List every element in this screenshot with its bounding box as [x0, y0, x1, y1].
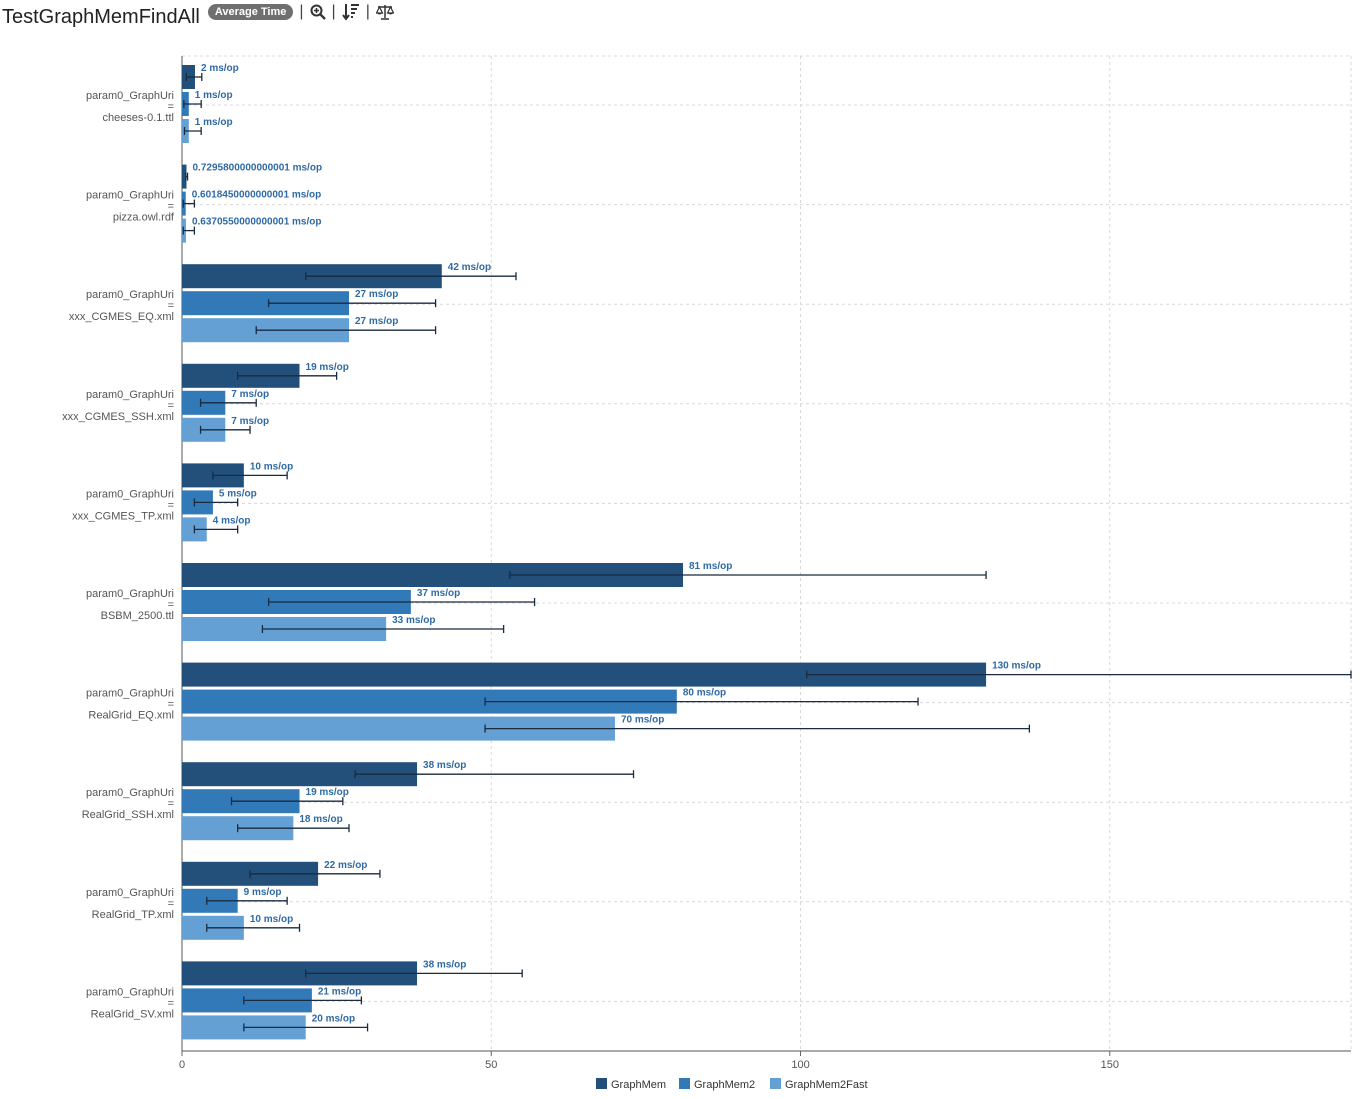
- data-label: 27 ms/op: [355, 316, 398, 327]
- data-label: 130 ms/op: [992, 661, 1041, 672]
- data-label: 21 ms/op: [318, 986, 361, 997]
- legend-swatch-graphmem[interactable]: [596, 1078, 607, 1089]
- data-label: 10 ms/op: [250, 461, 293, 472]
- toolbar-divider: |: [331, 3, 336, 20]
- data-label: 1 ms/op: [195, 117, 233, 128]
- data-label: 20 ms/op: [312, 1013, 355, 1024]
- legend-label-graphmem2fast: GraphMem2Fast: [785, 1079, 868, 1091]
- data-label: 22 ms/op: [324, 860, 367, 871]
- category-eq-label: =: [168, 798, 174, 810]
- zoom-in-icon[interactable]: [310, 4, 326, 20]
- category-eq-label: =: [168, 499, 174, 511]
- page-title: TestGraphMemFindAll: [2, 5, 200, 28]
- category-param-label: param0_GraphUri: [86, 688, 174, 700]
- category-param-label: param0_GraphUri: [86, 588, 174, 600]
- legend-label-graphmem2: GraphMem2: [694, 1079, 755, 1091]
- category-param-label: param0_GraphUri: [86, 90, 174, 102]
- category-value-label: RealGrid_EQ.xml: [88, 710, 174, 722]
- category-eq-label: =: [168, 997, 174, 1009]
- x-tick-label: 50: [485, 1059, 497, 1071]
- x-tick-label: 150: [1101, 1059, 1119, 1071]
- category-param-label: param0_GraphUri: [86, 986, 174, 998]
- category-value-label: RealGrid_SV.xml: [91, 1008, 174, 1020]
- toolbar-divider: |: [365, 3, 370, 20]
- toolbar-divider: |: [299, 3, 304, 20]
- data-label: 37 ms/op: [417, 588, 460, 599]
- bar-graphmem[interactable]: [182, 164, 187, 189]
- legend-swatch-graphmem2fast[interactable]: [770, 1078, 781, 1089]
- sort-descending-icon[interactable]: [341, 3, 360, 21]
- category-value-label: xxx_CGMES_TP.xml: [72, 510, 174, 522]
- category-value-label: cheeses-0.1.ttl: [102, 112, 174, 124]
- x-tick-label: 0: [179, 1059, 185, 1071]
- category-param-label: param0_GraphUri: [86, 289, 174, 301]
- data-label: 5 ms/op: [219, 488, 257, 499]
- data-label: 0.6370550000000001 ms/op: [192, 217, 322, 228]
- data-label: 10 ms/op: [250, 914, 293, 925]
- category-value-label: xxx_CGMES_EQ.xml: [69, 311, 174, 323]
- data-label: 0.7295800000000001 ms/op: [193, 163, 323, 174]
- x-tick-label: 100: [791, 1059, 809, 1071]
- data-label: 19 ms/op: [306, 787, 349, 798]
- category-param-label: param0_GraphUri: [86, 787, 174, 799]
- data-label: 7 ms/op: [231, 389, 269, 400]
- data-label: 4 ms/op: [213, 515, 251, 526]
- data-label: 27 ms/op: [355, 289, 398, 300]
- category-eq-label: =: [168, 201, 174, 213]
- data-label: 9 ms/op: [244, 887, 282, 898]
- data-label: 2 ms/op: [201, 63, 239, 74]
- data-label: 81 ms/op: [689, 561, 732, 572]
- category-eq-label: =: [168, 300, 174, 312]
- category-eq-label: =: [168, 101, 174, 113]
- category-eq-label: =: [168, 699, 174, 711]
- data-label: 70 ms/op: [621, 715, 664, 726]
- category-value-label: BSBM_2500.ttl: [101, 610, 174, 622]
- chart-header: TestGraphMemFindAll Average Time | | |: [0, 0, 394, 30]
- category-value-label: pizza.owl.rdf: [113, 212, 175, 224]
- category-value-label: RealGrid_SSH.xml: [82, 809, 174, 821]
- data-label: 18 ms/op: [299, 814, 342, 825]
- category-param-label: param0_GraphUri: [86, 488, 174, 500]
- category-eq-label: =: [168, 898, 174, 910]
- category-param-label: param0_GraphUri: [86, 887, 174, 899]
- category-eq-label: =: [168, 599, 174, 611]
- mode-badge[interactable]: Average Time: [207, 4, 294, 20]
- data-label: 7 ms/op: [231, 416, 269, 427]
- data-label: 19 ms/op: [306, 362, 349, 373]
- legend-swatch-graphmem2[interactable]: [679, 1078, 690, 1089]
- data-label: 0.6018450000000001 ms/op: [192, 190, 322, 201]
- legend-label-graphmem: GraphMem: [611, 1079, 666, 1091]
- category-param-label: param0_GraphUri: [86, 389, 174, 401]
- data-label: 80 ms/op: [683, 688, 726, 699]
- data-label: 38 ms/op: [423, 760, 466, 771]
- data-label: 1 ms/op: [195, 90, 233, 101]
- data-label: 38 ms/op: [423, 959, 466, 970]
- data-label: 42 ms/op: [448, 262, 491, 273]
- balance-scale-icon[interactable]: [375, 4, 394, 20]
- category-value-label: xxx_CGMES_SSH.xml: [62, 411, 174, 423]
- category-value-label: RealGrid_TP.xml: [92, 909, 174, 921]
- data-label: 33 ms/op: [392, 615, 435, 626]
- category-eq-label: =: [168, 400, 174, 412]
- category-param-label: param0_GraphUri: [86, 190, 174, 202]
